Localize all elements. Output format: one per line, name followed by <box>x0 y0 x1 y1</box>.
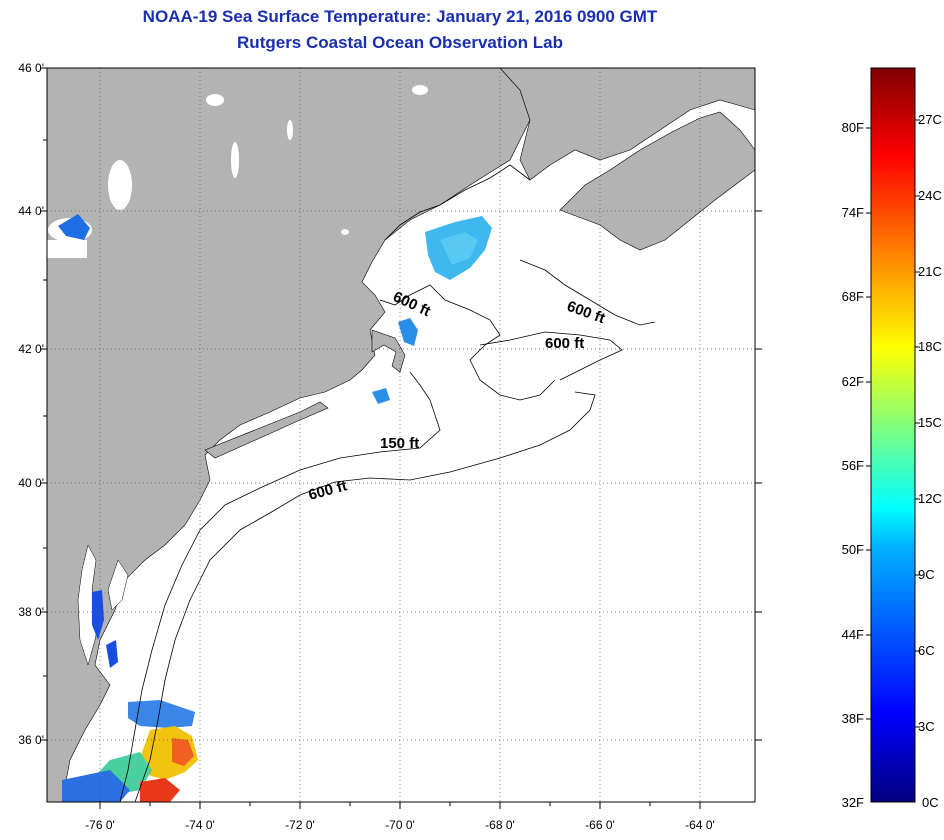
lon-label: -76 0' <box>85 818 115 832</box>
lat-label: 42 0' <box>18 342 44 356</box>
lon-label: -70 0' <box>385 818 415 832</box>
sst-patch-gulf-of-maine <box>440 232 478 265</box>
colorbar-c-label: 6C <box>918 643 935 658</box>
colorbar-c-label: 12C <box>918 491 942 506</box>
colorbar-c-label: 3C <box>918 719 935 734</box>
lon-label: -72 0' <box>285 818 315 832</box>
sst-patch-massachusetts-bay <box>398 318 418 346</box>
lat-label: 36 0' <box>18 733 44 747</box>
colorbar-f-label: 56F <box>841 458 864 473</box>
sst-patch-chesapeake <box>92 590 104 640</box>
lake <box>287 120 293 140</box>
colorbar-f-label: 80F <box>841 120 864 135</box>
lake <box>206 94 224 106</box>
lat-label: 40 0' <box>18 476 44 490</box>
colorbar-f-label: 44F <box>841 627 864 642</box>
colorbar-c-label: 0C <box>922 795 939 810</box>
colorbar-c-label: 21C <box>918 264 942 279</box>
colorbar-c-label: 15C <box>918 415 942 430</box>
lake <box>47 240 87 258</box>
sst-patch-sound <box>372 388 390 404</box>
lat-label: 44 0' <box>18 204 44 218</box>
colorbar-f-label: 68F <box>841 289 864 304</box>
sst-patch-gulfstream <box>140 778 180 802</box>
colorbar-c-label: 18C <box>918 339 942 354</box>
map-subtitle: Rutgers Coastal Ocean Observation Lab <box>237 33 563 52</box>
colorbar-c-label: 9C <box>918 567 935 582</box>
lake <box>231 142 239 178</box>
lon-label: -74 0' <box>185 818 215 832</box>
colorbar-c-label: 27C <box>918 112 942 127</box>
contour-600ft-gulf <box>379 284 556 401</box>
contour-600ft-ne <box>519 259 656 326</box>
sst-patch-delaware <box>106 640 118 668</box>
delaware-bay <box>107 559 129 611</box>
contour-label: 600 ft <box>545 335 584 352</box>
sst-patch-hatteras-blue <box>62 770 130 802</box>
long-island <box>204 401 329 459</box>
sst-patch-lake <box>58 214 90 240</box>
contour-label: 150 ft <box>380 435 419 452</box>
chesapeake-bay <box>77 544 101 666</box>
contour-150ft <box>119 371 441 802</box>
lon-label: -68 0' <box>485 818 515 832</box>
land-mainland <box>47 68 531 802</box>
sst-patch-hatteras-cool <box>128 700 195 728</box>
colorbar-f-label: 74F <box>841 205 864 220</box>
temperature-colorbar <box>870 67 916 803</box>
lat-label: 46 0' <box>18 61 44 75</box>
lon-label: -66 0' <box>585 818 615 832</box>
nova-scotia <box>559 111 755 251</box>
lake <box>108 160 132 210</box>
lat-label: 38 0' <box>18 605 44 619</box>
contour-600ft-georges <box>479 331 623 381</box>
colorbar-f-label: 50F <box>841 542 864 557</box>
tick-marks <box>40 67 762 809</box>
lake <box>341 229 349 235</box>
lon-label: -64 0' <box>685 818 715 832</box>
map-frame <box>46 67 756 803</box>
colorbar-c-label: 24C <box>918 188 942 203</box>
colorbar-ticks <box>866 119 920 728</box>
colorbar-f-label: 38F <box>841 711 864 726</box>
map-title: NOAA-19 Sea Surface Temperature: January… <box>142 7 658 26</box>
colorbar-f-label: 32F <box>841 795 864 810</box>
maine-coast <box>384 164 531 241</box>
lake <box>412 85 428 95</box>
sst-patch-hatteras-hot <box>172 738 194 766</box>
colorbar-f-label: 62F <box>841 374 864 389</box>
cape-cod <box>371 329 406 373</box>
contour-600ft-south <box>134 391 596 802</box>
